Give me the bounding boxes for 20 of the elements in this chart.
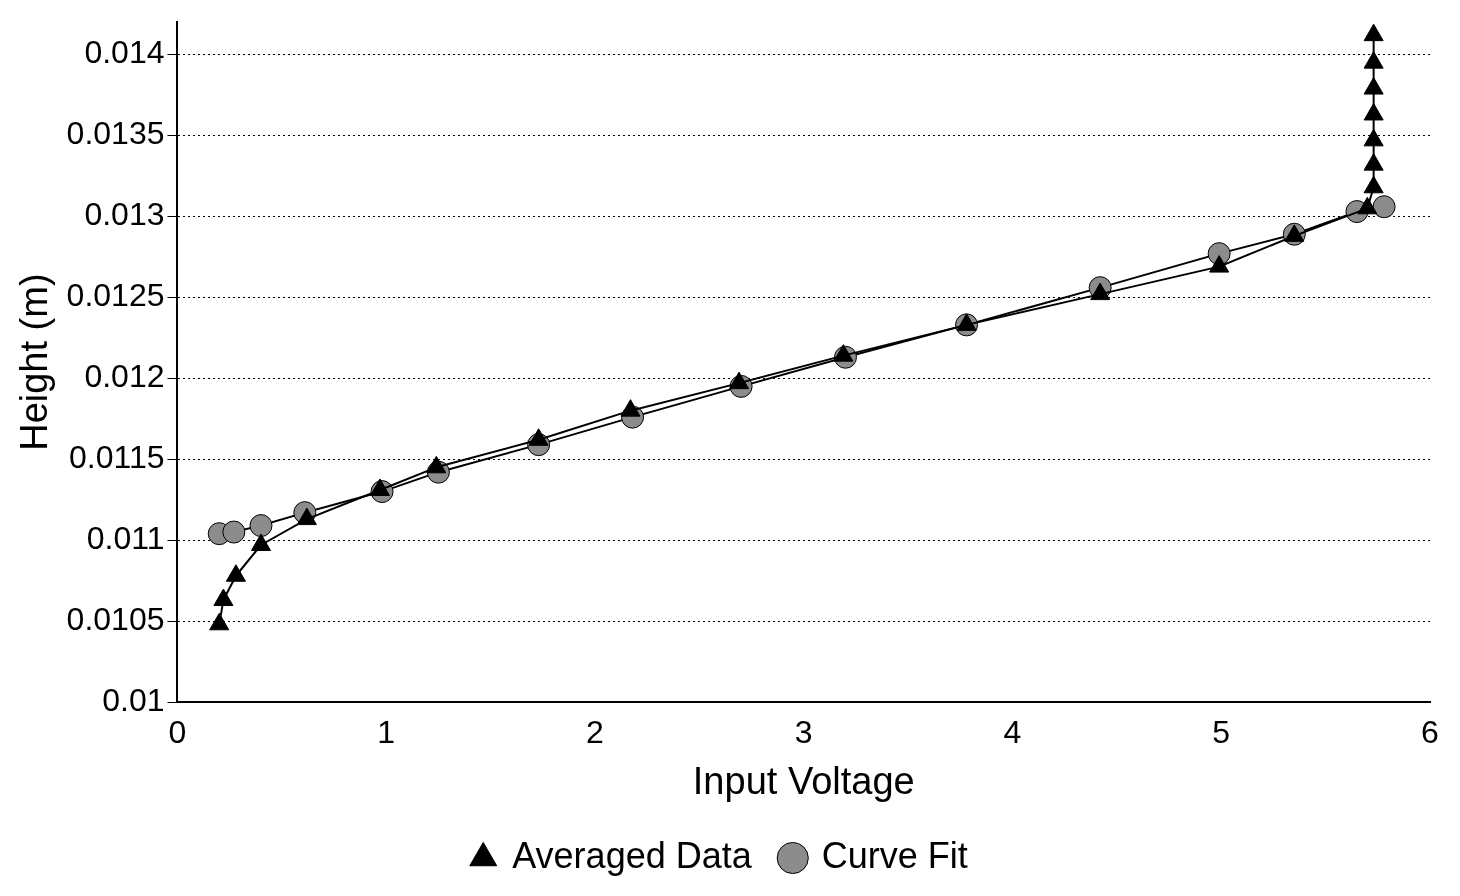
x-tick-label: 4 — [1003, 714, 1022, 751]
x-tick-label: 5 — [1212, 714, 1231, 751]
y-tick-label: 0.0125 — [66, 277, 165, 314]
y-tick-label: 0.014 — [84, 34, 165, 71]
x-tick-label: 6 — [1421, 714, 1439, 751]
y-tick-label: 0.011 — [86, 519, 165, 556]
legend-label: Averaged Data — [512, 834, 753, 876]
x-axis-title: Input Voltage — [692, 759, 915, 802]
y-tick-label: 0.0115 — [68, 439, 165, 476]
y-tick-label: 0.0105 — [66, 600, 165, 637]
y-tick-label: 0.012 — [84, 358, 165, 395]
y-tick-label: 0.01 — [102, 681, 165, 718]
legend-label: Curve Fit — [821, 834, 968, 876]
y-axis-title: Height (m) — [13, 273, 56, 451]
y-tick-label: 0.0135 — [66, 115, 165, 152]
y-tick-label: 0.013 — [84, 196, 165, 233]
x-tick-label: 3 — [794, 714, 813, 751]
x-tick-label: 1 — [377, 714, 396, 751]
x-tick-label: 2 — [586, 714, 604, 751]
x-tick-label: 0 — [168, 714, 187, 751]
